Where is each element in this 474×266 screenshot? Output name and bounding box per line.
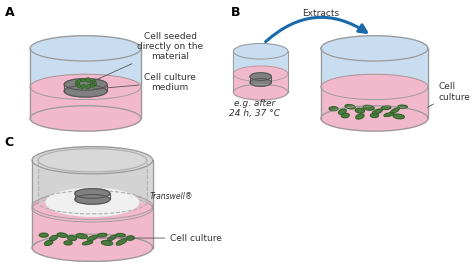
Ellipse shape <box>341 113 349 118</box>
Ellipse shape <box>32 234 153 261</box>
Ellipse shape <box>88 235 97 241</box>
Ellipse shape <box>233 44 288 59</box>
Text: Cell
culture: Cell culture <box>428 82 471 107</box>
Ellipse shape <box>75 189 110 198</box>
Ellipse shape <box>81 84 84 89</box>
Ellipse shape <box>356 108 365 113</box>
Ellipse shape <box>384 113 394 117</box>
Ellipse shape <box>30 36 141 61</box>
Ellipse shape <box>86 85 91 89</box>
Text: e.g. after
24 h, 37 °C: e.g. after 24 h, 37 °C <box>229 99 280 118</box>
Text: Transwell®: Transwell® <box>150 192 193 201</box>
Ellipse shape <box>50 235 57 241</box>
Ellipse shape <box>76 80 81 83</box>
Text: Extracts: Extracts <box>302 10 339 18</box>
Ellipse shape <box>97 233 107 237</box>
Ellipse shape <box>80 79 86 81</box>
Ellipse shape <box>90 80 95 83</box>
Polygon shape <box>233 51 288 74</box>
Ellipse shape <box>39 233 48 237</box>
Ellipse shape <box>32 195 153 222</box>
Polygon shape <box>30 87 141 118</box>
Ellipse shape <box>64 78 107 90</box>
Ellipse shape <box>64 85 107 97</box>
Ellipse shape <box>108 235 116 241</box>
Ellipse shape <box>321 36 428 61</box>
Polygon shape <box>233 74 288 92</box>
Ellipse shape <box>45 240 53 246</box>
Ellipse shape <box>82 241 92 245</box>
Ellipse shape <box>32 192 153 219</box>
Ellipse shape <box>363 105 374 110</box>
Polygon shape <box>321 87 428 118</box>
Ellipse shape <box>381 106 391 110</box>
Polygon shape <box>30 48 141 87</box>
Ellipse shape <box>398 105 407 108</box>
Ellipse shape <box>76 234 87 239</box>
Ellipse shape <box>30 106 141 131</box>
Ellipse shape <box>64 241 72 245</box>
Ellipse shape <box>393 114 404 119</box>
Ellipse shape <box>233 66 288 82</box>
Ellipse shape <box>46 188 139 216</box>
Ellipse shape <box>250 73 271 81</box>
Ellipse shape <box>391 108 399 114</box>
Ellipse shape <box>38 149 147 172</box>
Ellipse shape <box>77 83 80 88</box>
Polygon shape <box>321 48 428 87</box>
Ellipse shape <box>373 109 382 114</box>
Ellipse shape <box>75 194 110 204</box>
Ellipse shape <box>92 81 97 86</box>
Ellipse shape <box>127 236 134 240</box>
Ellipse shape <box>370 114 379 118</box>
Ellipse shape <box>250 78 271 86</box>
Ellipse shape <box>233 84 288 100</box>
Ellipse shape <box>30 74 141 99</box>
Text: Cell culture: Cell culture <box>95 234 222 243</box>
Ellipse shape <box>116 234 125 237</box>
Ellipse shape <box>321 74 428 99</box>
Ellipse shape <box>345 105 355 109</box>
FancyArrowPatch shape <box>265 17 366 42</box>
Ellipse shape <box>321 106 428 131</box>
Ellipse shape <box>338 109 346 114</box>
Ellipse shape <box>86 78 90 82</box>
Text: B: B <box>230 6 240 19</box>
Polygon shape <box>38 160 147 202</box>
Ellipse shape <box>329 107 338 111</box>
Polygon shape <box>32 208 153 248</box>
Ellipse shape <box>75 81 78 86</box>
Text: C: C <box>5 136 14 149</box>
Text: Cell culture
medium: Cell culture medium <box>93 73 196 92</box>
Ellipse shape <box>67 236 76 240</box>
Text: A: A <box>5 6 15 19</box>
Ellipse shape <box>356 114 364 119</box>
Text: Cell seeded
directly on the
material: Cell seeded directly on the material <box>93 32 203 81</box>
Ellipse shape <box>32 147 153 174</box>
Polygon shape <box>32 160 153 208</box>
Ellipse shape <box>101 240 112 245</box>
Ellipse shape <box>57 233 67 237</box>
Ellipse shape <box>90 84 95 87</box>
Ellipse shape <box>116 239 127 245</box>
